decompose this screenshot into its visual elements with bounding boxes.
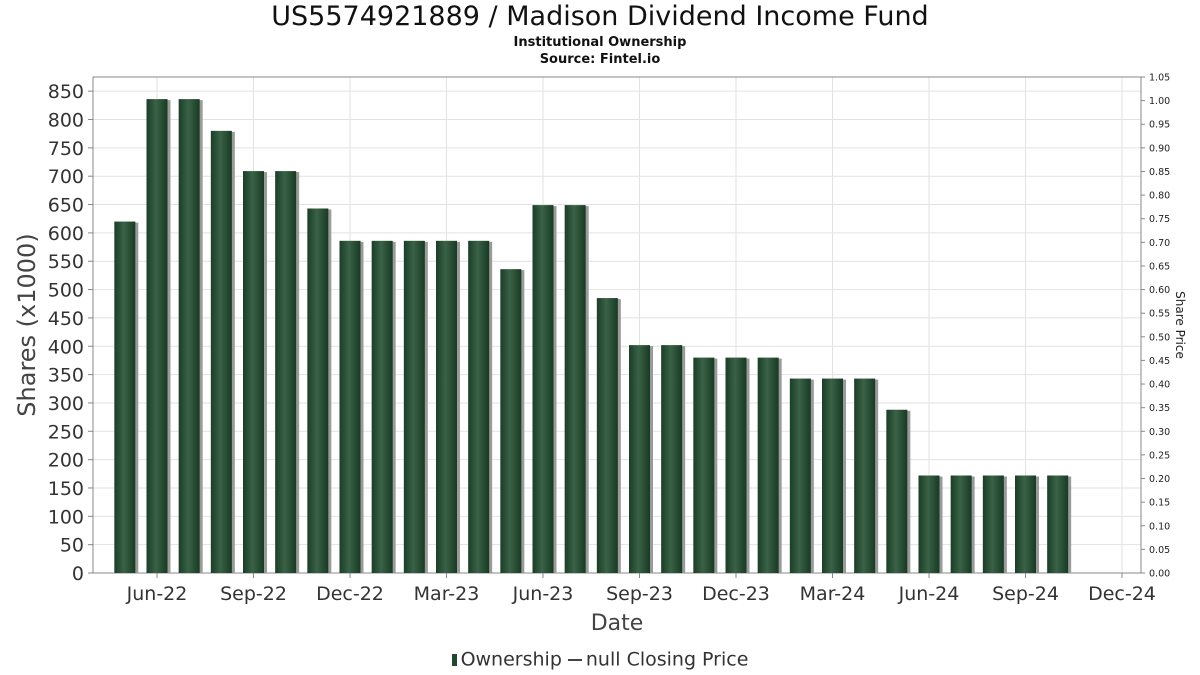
bar xyxy=(854,378,876,573)
y2-tick-label: 0.25 xyxy=(1149,450,1170,461)
y2-axis-ticks: 0.00 0.05 0.10 0.15 0.20 0.25 0.30 0.35 0.40 0.45… xyxy=(1141,73,1170,580)
chart-source: Source: Fintel.io xyxy=(539,52,661,67)
bar xyxy=(243,171,264,574)
y-tick-label: 200 xyxy=(48,450,84,472)
x-tick-label: Jun-24 xyxy=(898,583,960,605)
legend-ownership: Ownership xyxy=(460,648,562,671)
x-tick-label: Jun-22 xyxy=(126,583,188,605)
bar xyxy=(789,378,811,573)
y2-tick-label: 1.05 xyxy=(1149,73,1170,84)
x-axis-label: Date xyxy=(591,611,644,636)
y2-tick-label: 0.45 xyxy=(1149,356,1170,367)
x-tick-label: Dec-23 xyxy=(702,583,770,605)
y-tick-label: 750 xyxy=(48,138,84,160)
y-tick-label: 650 xyxy=(48,195,84,217)
y-tick-label: 550 xyxy=(48,251,84,273)
bar xyxy=(822,378,843,573)
bar xyxy=(146,99,168,574)
bar xyxy=(918,475,940,573)
y2-tick-label: 0.85 xyxy=(1149,167,1170,178)
y2-tick-label: 0.80 xyxy=(1149,191,1170,202)
bar xyxy=(436,240,457,573)
y2-tick-label: 0.60 xyxy=(1149,285,1170,296)
y2-tick-label: 0.35 xyxy=(1149,403,1170,414)
bar xyxy=(307,208,329,573)
bar xyxy=(886,409,908,573)
y-tick-label: 0 xyxy=(72,563,84,585)
bar xyxy=(1015,475,1036,573)
x-axis-ticks: Jun-22 Sep-22 Dec-22 Mar-23 Jun-23 Sep-23 Dec-… xyxy=(126,573,1156,605)
y-tick-label: 50 xyxy=(60,535,84,557)
legend-line-swatch xyxy=(567,658,582,661)
y-tick-label: 700 xyxy=(48,166,84,188)
legend: Ownership null Closing Price xyxy=(0,648,1200,671)
legend-closing-price: null Closing Price xyxy=(585,648,749,671)
y2-tick-label: 0.90 xyxy=(1149,143,1170,154)
bar xyxy=(210,130,232,573)
x-tick-label: Dec-24 xyxy=(1088,583,1156,605)
y-tick-label: 300 xyxy=(48,393,84,415)
y2-tick-label: 1.00 xyxy=(1149,96,1170,107)
y2-tick-label: 0.65 xyxy=(1149,261,1170,272)
y-tick-label: 600 xyxy=(48,223,84,245)
y-axis-label: Shares (x1000) xyxy=(13,233,41,416)
y2-axis-label: Share Price xyxy=(1173,291,1187,359)
y-tick-label: 450 xyxy=(48,308,84,330)
legend-bar-swatch xyxy=(451,653,457,666)
y-tick-label: 250 xyxy=(48,421,84,443)
bar xyxy=(371,240,393,573)
x-tick-label: Dec-22 xyxy=(316,583,384,605)
y2-tick-label: 0.00 xyxy=(1149,569,1170,580)
y-tick-label: 150 xyxy=(48,478,84,500)
y-tick-label: 850 xyxy=(48,81,84,103)
bar xyxy=(661,345,683,573)
y2-tick-label: 0.75 xyxy=(1149,214,1170,225)
bar xyxy=(950,475,972,573)
chart-subtitle: Institutional Ownership xyxy=(513,35,687,50)
y2-tick-label: 0.40 xyxy=(1149,380,1170,391)
bar xyxy=(982,475,1004,573)
y2-tick-label: 0.30 xyxy=(1149,427,1170,438)
bar xyxy=(339,240,361,573)
bar xyxy=(178,99,200,574)
bar xyxy=(114,221,136,573)
bar xyxy=(693,357,715,573)
y2-tick-label: 0.70 xyxy=(1149,238,1170,249)
x-tick-label: Sep-22 xyxy=(220,583,287,605)
bar xyxy=(275,171,297,574)
y-tick-label: 350 xyxy=(48,365,84,387)
x-tick-label: Mar-23 xyxy=(414,583,480,605)
y2-tick-label: 0.20 xyxy=(1149,474,1170,485)
bar xyxy=(596,298,618,573)
bar xyxy=(532,205,554,573)
y2-tick-label: 0.50 xyxy=(1149,332,1170,343)
y2-tick-label: 0.05 xyxy=(1149,545,1170,556)
y2-tick-label: 0.15 xyxy=(1149,498,1170,509)
chart-title: US5574921889 / Madison Dividend Income F… xyxy=(271,1,929,32)
bar xyxy=(403,240,425,573)
bar xyxy=(725,357,747,573)
bar xyxy=(629,345,650,573)
x-tick-label: Jun-23 xyxy=(512,583,574,605)
x-tick-label: Mar-24 xyxy=(800,583,866,605)
y2-tick-label: 0.55 xyxy=(1149,309,1170,320)
bar-series xyxy=(114,99,1072,574)
y-axis-ticks: 0 50 100 150 200 250 300 350 400 450 500 550 600 650 7… xyxy=(48,81,93,585)
y2-tick-label: 0.95 xyxy=(1149,120,1170,131)
bar xyxy=(757,357,779,573)
ownership-chart: 0 50 100 150 200 250 300 350 400 450 500 550 600 650 7… xyxy=(13,73,1187,637)
y-tick-label: 800 xyxy=(48,110,84,132)
bar xyxy=(1047,475,1069,573)
y2-tick-label: 0.10 xyxy=(1149,521,1170,532)
y-tick-label: 100 xyxy=(48,506,84,528)
bar xyxy=(500,269,522,573)
bar xyxy=(564,205,586,573)
x-tick-label: Sep-23 xyxy=(606,583,673,605)
y-tick-label: 500 xyxy=(48,280,84,302)
y-tick-label: 400 xyxy=(48,336,84,358)
bar xyxy=(468,240,490,573)
x-tick-label: Sep-24 xyxy=(992,583,1059,605)
